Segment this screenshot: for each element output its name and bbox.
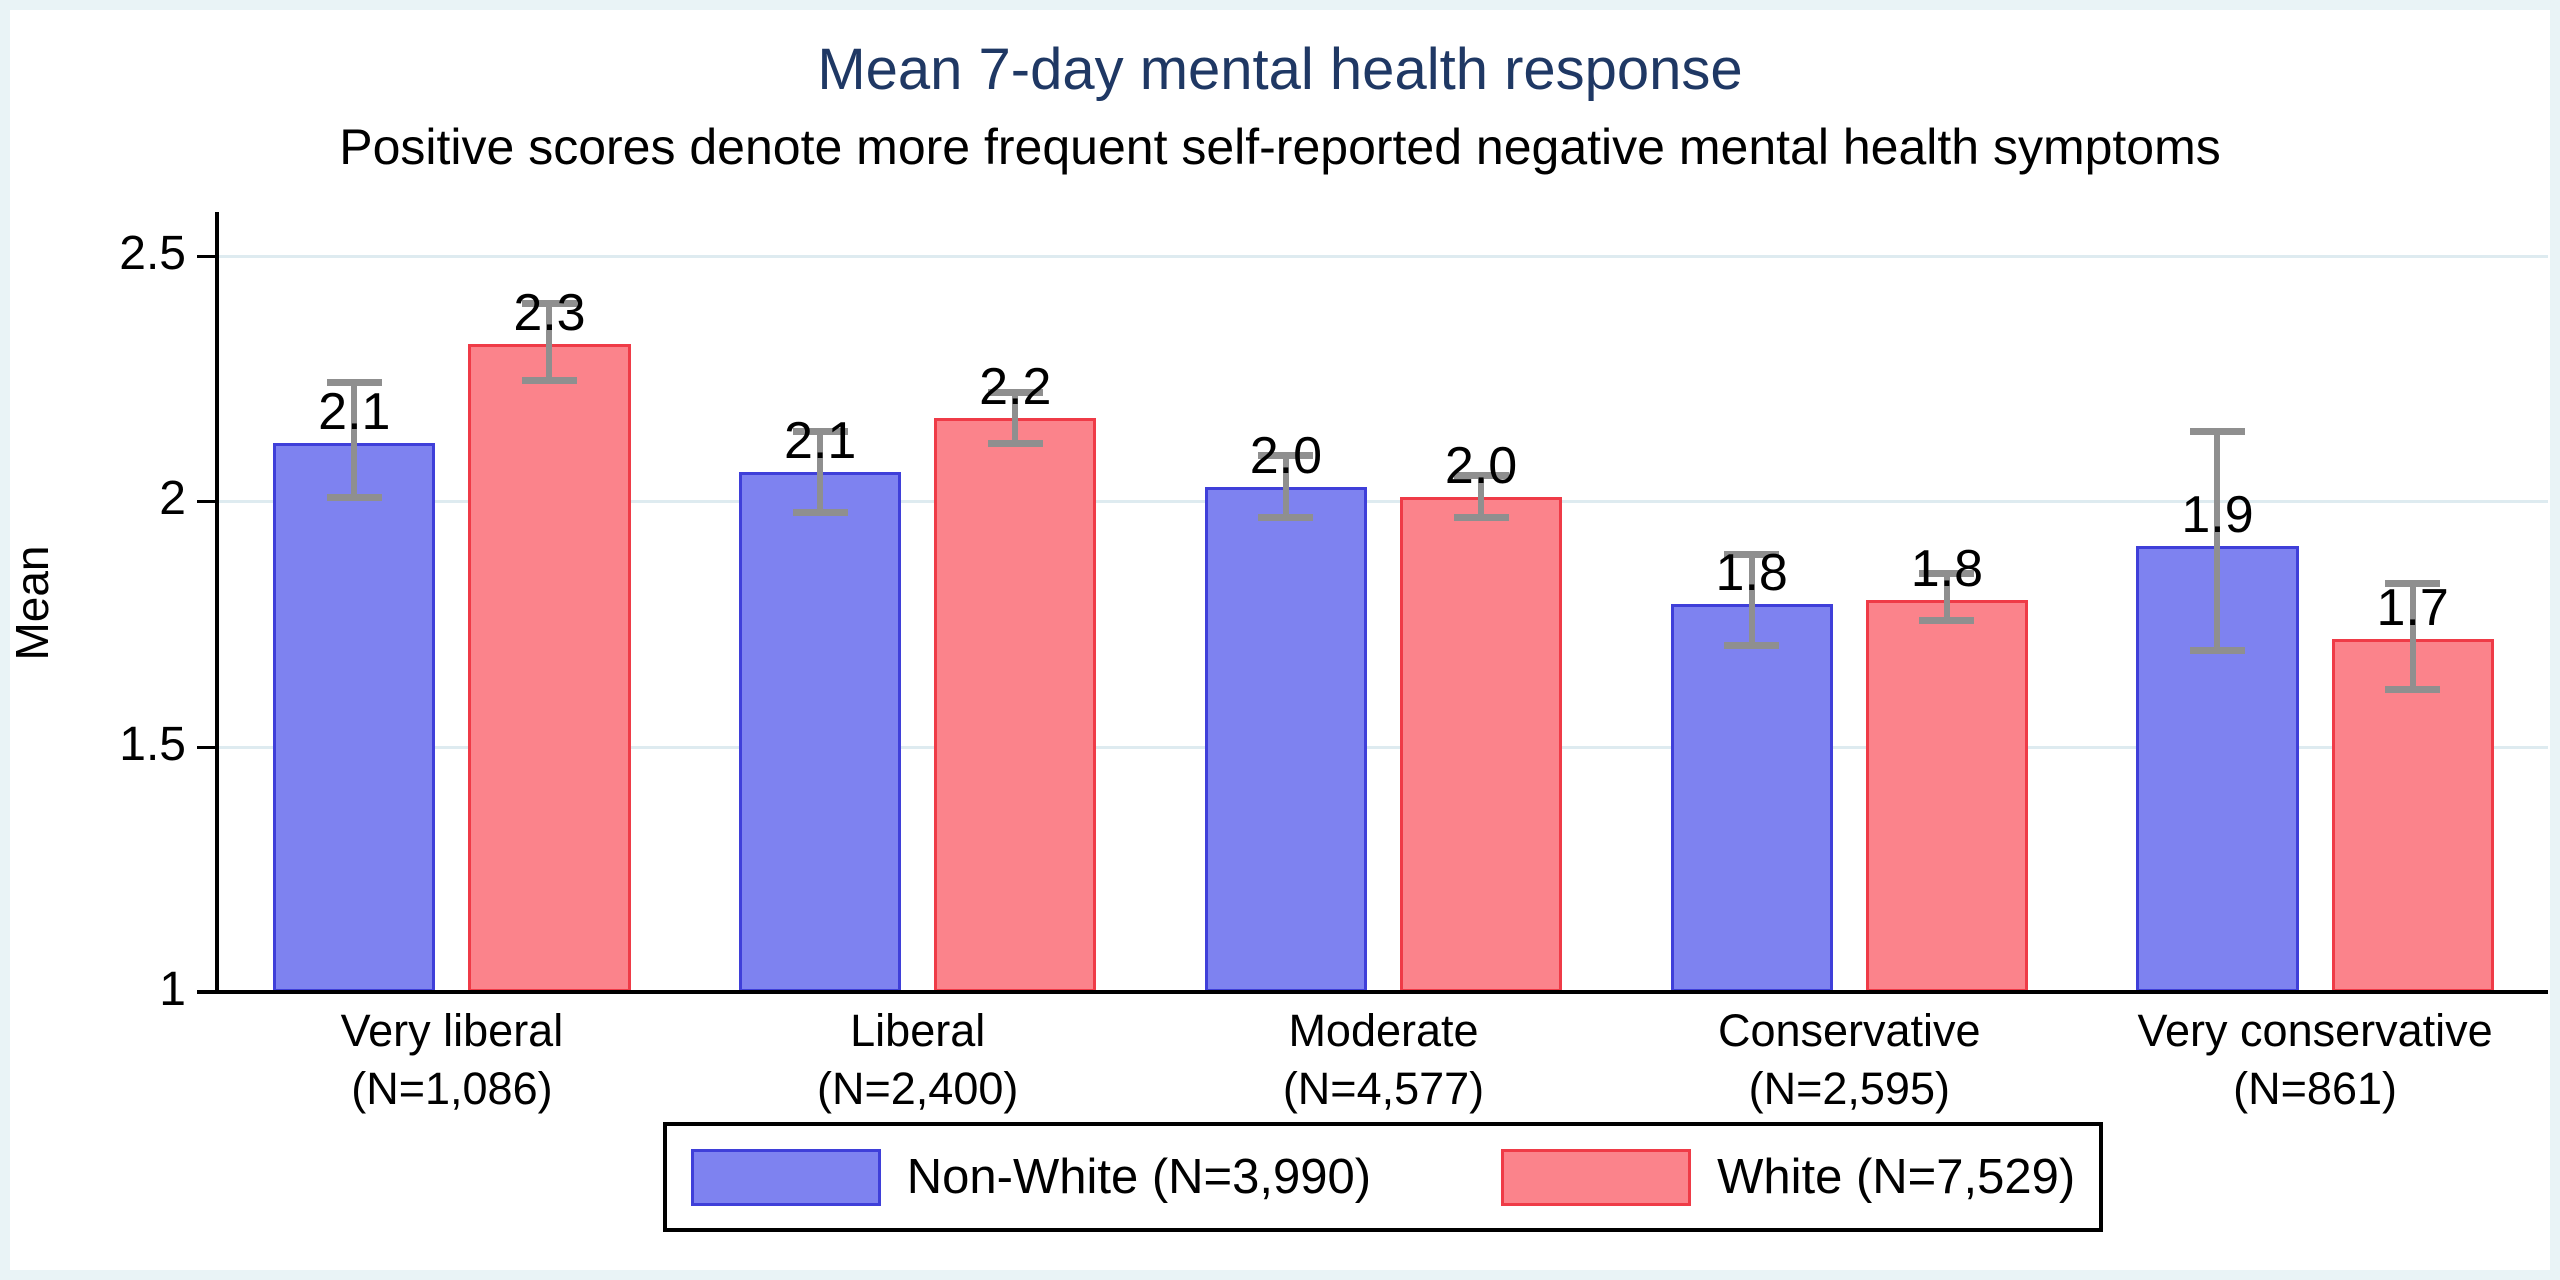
error-bar-cap-bottom — [2190, 646, 2245, 654]
bar-group-5: 1.9 1.7 — [2082, 212, 2548, 992]
bar-nonwhite-1 — [273, 442, 436, 992]
error-bar-cap-bottom — [1258, 514, 1314, 522]
chart-subtitle: Positive scores denote more frequent sel… — [339, 119, 2221, 175]
x-category-count: (N=1,086) — [351, 1063, 553, 1114]
x-category-label-1: Very liberal (N=1,086) — [219, 1002, 685, 1122]
x-category-label-3: Moderate (N=4,577) — [1151, 1002, 1617, 1122]
error-bar-line — [817, 427, 824, 517]
legend-label-nonwhite: Non-White (N=3,990) — [906, 1150, 1372, 1204]
error-bar-line — [1943, 570, 1950, 625]
error-bar-nonwhite-1 — [326, 378, 382, 502]
error-bar-cap-bottom — [522, 376, 577, 384]
legend-label-white: White (N=7,529) — [1717, 1150, 2076, 1204]
bar-group-1: 2.1 2.3 — [219, 212, 685, 992]
bar-value-label: 1.8 — [1910, 539, 1983, 598]
error-bar-cap-bottom — [1453, 514, 1509, 522]
x-axis-line — [197, 990, 2548, 994]
bar-value-label: 2.0 — [1249, 426, 1323, 485]
bar-white-1 — [468, 344, 631, 992]
y-tick-label-1: 1 — [159, 963, 186, 1016]
error-bar-cap-bottom — [987, 440, 1043, 448]
legend-item-nonwhite: Non-White (N=3,990) — [690, 1148, 1372, 1206]
y-tick-label-2: 2 — [159, 472, 186, 526]
error-bar-line — [2214, 427, 2221, 654]
legend-item-white: White (N=7,529) — [1501, 1148, 2076, 1206]
error-bar-cap-bottom — [1919, 617, 1975, 625]
bar-value-label: 1.9 — [2181, 485, 2254, 544]
gridline-2 — [219, 500, 2548, 504]
legend-swatch-white — [1501, 1148, 1692, 1206]
bar-value-label: 2.0 — [1444, 436, 1518, 495]
error-bar-line — [1478, 472, 1485, 522]
bar-group-2: 2.1 2.2 — [685, 212, 1151, 992]
error-bar-white-1 — [522, 300, 577, 384]
gridline-1.5 — [219, 745, 2548, 749]
error-bar-cap-bottom — [792, 509, 848, 517]
bar-value-label: 2.1 — [783, 412, 857, 471]
legend-swatch-nonwhite — [690, 1148, 881, 1206]
error-bar-line — [1012, 388, 1019, 448]
bar-nonwhite-4 — [1670, 604, 1833, 992]
bar-nonwhite-3 — [1204, 486, 1367, 992]
error-bar-nonwhite-3 — [1258, 452, 1314, 522]
error-bar-line — [2409, 579, 2416, 693]
y-tick-label-1.5: 1.5 — [119, 717, 186, 771]
y-tick-label-2.5: 2.5 — [119, 227, 186, 281]
y-axis-title: Mean — [6, 545, 58, 661]
error-bar-nonwhite-2 — [792, 427, 848, 517]
bar-value-label: 1.7 — [2376, 578, 2449, 637]
y-tick-mark-2.5 — [197, 255, 216, 259]
bar-value-label: 2.3 — [513, 284, 586, 343]
x-category-count: (N=2,400) — [817, 1063, 1019, 1114]
bar-white-5 — [2331, 638, 2494, 992]
x-axis-labels: Very liberal (N=1,086) Liberal (N=2,400) Mod… — [219, 1002, 2548, 1122]
x-category-name: Moderate — [1288, 1005, 1479, 1056]
error-bar-line — [546, 300, 553, 384]
error-bar-cap-bottom — [326, 494, 382, 502]
plot-area: 2.1 2.3 2.1 2.2 2.0 2.0 1.8 1.8 1.9 1.7 — [219, 212, 2548, 992]
error-bar-nonwhite-4 — [1724, 550, 1780, 649]
error-bar-line — [1748, 550, 1755, 649]
bar-nonwhite-2 — [739, 472, 902, 992]
x-category-count: (N=2,595) — [1748, 1063, 1950, 1114]
x-category-label-5: Very conservative (N=861) — [2082, 1002, 2548, 1122]
bar-white-3 — [1400, 496, 1563, 992]
error-bar-white-5 — [2385, 579, 2441, 693]
y-tick-mark-1.5 — [197, 745, 216, 749]
error-bar-white-3 — [1453, 472, 1509, 522]
error-bar-cap-bottom — [1724, 641, 1780, 649]
error-bar-cap-bottom — [2385, 685, 2441, 693]
error-bar-line — [351, 378, 358, 502]
bar-white-4 — [1865, 599, 2028, 992]
y-tick-mark-2 — [197, 500, 216, 504]
bar-value-label: 2.2 — [979, 358, 1052, 417]
chart-title: Mean 7-day mental health response — [817, 37, 1743, 102]
x-category-name: Conservative — [1717, 1005, 1981, 1056]
bar-group-4: 1.8 1.8 — [1616, 212, 2082, 992]
x-category-count: (N=861) — [2233, 1063, 2397, 1114]
x-category-name: Very liberal — [340, 1005, 564, 1056]
error-bar-white-2 — [987, 388, 1043, 448]
bar-white-2 — [934, 418, 1097, 992]
x-category-name: Liberal — [850, 1005, 986, 1056]
x-category-label-4: Conservative (N=2,595) — [1616, 1002, 2082, 1122]
x-category-name: Very conservative — [2137, 1005, 2493, 1056]
error-bar-white-4 — [1919, 570, 1975, 625]
x-category-count: (N=4,577) — [1282, 1063, 1485, 1114]
gridline-2.5 — [219, 255, 2548, 259]
bar-group-3: 2.0 2.0 — [1151, 212, 1617, 992]
bar-value-label: 1.8 — [1715, 544, 1788, 603]
y-axis-line — [215, 212, 219, 992]
x-category-label-2: Liberal (N=2,400) — [685, 1002, 1151, 1122]
y-tick-mark-1 — [197, 991, 216, 994]
error-bar-line — [1282, 452, 1289, 522]
bar-value-label: 2.1 — [318, 382, 391, 441]
legend: Non-White (N=3,990) White (N=7,529) — [663, 1122, 2103, 1232]
error-bar-nonwhite-5 — [2190, 427, 2245, 654]
